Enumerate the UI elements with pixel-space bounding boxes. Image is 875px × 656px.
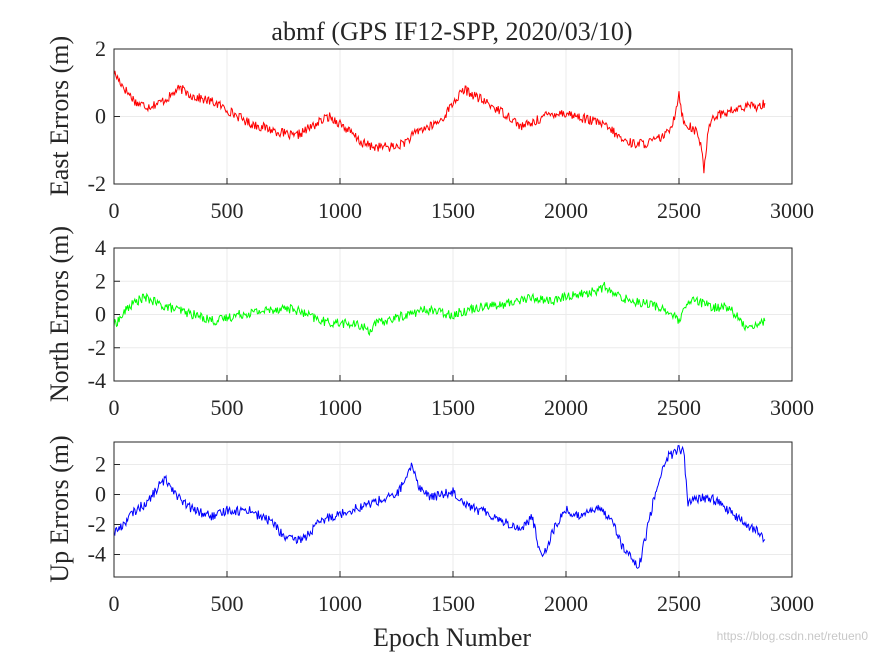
north-ytick-label: 4 xyxy=(95,235,106,260)
north-ticks: 0 500 1000 1500 2000 2500 3000 4 2 0 -2 -4 xyxy=(88,235,814,420)
north-plot-area xyxy=(113,281,766,337)
north-xtick-label: 3000 xyxy=(770,395,814,420)
east-xtick-label: 500 xyxy=(211,198,244,223)
north-ytick-label: -4 xyxy=(88,368,106,393)
north-xtick-label: 1000 xyxy=(318,395,362,420)
north-ytick-label: 2 xyxy=(95,268,106,293)
up-xtick-label: 0 xyxy=(109,591,120,616)
north-ytick-label: -2 xyxy=(88,335,106,360)
up-ylabel: Up Errors (m) xyxy=(45,435,74,582)
east-xtick-label: 3000 xyxy=(770,198,814,223)
up-error-line xyxy=(113,445,766,569)
north-errors-panel: 0 500 1000 1500 2000 2500 3000 4 2 0 -2 -4 North Er… xyxy=(45,226,814,420)
up-xtick-label: 2500 xyxy=(657,591,701,616)
up-ticks: 0 500 1000 1500 2000 2500 3000 2 0 -2 -4 xyxy=(88,452,814,617)
east-xtick-label: 1000 xyxy=(318,198,362,223)
north-ytick-label: 0 xyxy=(95,302,106,327)
east-grid xyxy=(113,48,793,185)
up-errors-panel: 0 500 1000 1500 2000 2500 3000 2 0 -2 -4 Up Errors… xyxy=(45,435,814,616)
north-xtick-label: 2000 xyxy=(544,395,588,420)
east-xtick-label: 0 xyxy=(109,198,120,223)
watermark-text: https://blog.csdn.net/retuen0 xyxy=(717,629,869,643)
north-ylabel: North Errors (m) xyxy=(45,226,74,402)
x-axis-label: Epoch Number xyxy=(373,623,531,652)
north-error-line xyxy=(113,281,766,337)
east-plot-area xyxy=(113,70,766,174)
up-xtick-label: 1500 xyxy=(431,591,475,616)
east-ytick-label: 0 xyxy=(95,104,106,129)
north-xtick-label: 500 xyxy=(211,395,244,420)
north-grid xyxy=(113,247,793,382)
north-xtick-label: 1500 xyxy=(431,395,475,420)
up-ytick-label: -4 xyxy=(88,542,106,567)
east-error-line xyxy=(113,70,766,174)
up-xtick-label: 3000 xyxy=(770,591,814,616)
east-ylabel: East Errors (m) xyxy=(45,36,74,196)
north-xtick-label: 2500 xyxy=(657,395,701,420)
east-xtick-label: 2500 xyxy=(657,198,701,223)
east-ytick-label: 2 xyxy=(95,36,106,61)
east-xtick-label: 2000 xyxy=(544,198,588,223)
east-ytick-label: -2 xyxy=(88,171,106,196)
up-xtick-label: 1000 xyxy=(318,591,362,616)
up-ytick-label: 2 xyxy=(95,452,106,477)
up-ytick-label: 0 xyxy=(95,482,106,507)
up-xtick-label: 500 xyxy=(211,591,244,616)
up-xtick-label: 2000 xyxy=(544,591,588,616)
up-plot-area xyxy=(113,445,766,569)
up-ytick-label: -2 xyxy=(88,512,106,537)
up-grid xyxy=(113,442,793,577)
east-xtick-label: 1500 xyxy=(431,198,475,223)
north-xtick-label: 0 xyxy=(109,395,120,420)
chart-title: abmf (GPS IF12-SPP, 2020/03/10) xyxy=(271,17,632,46)
